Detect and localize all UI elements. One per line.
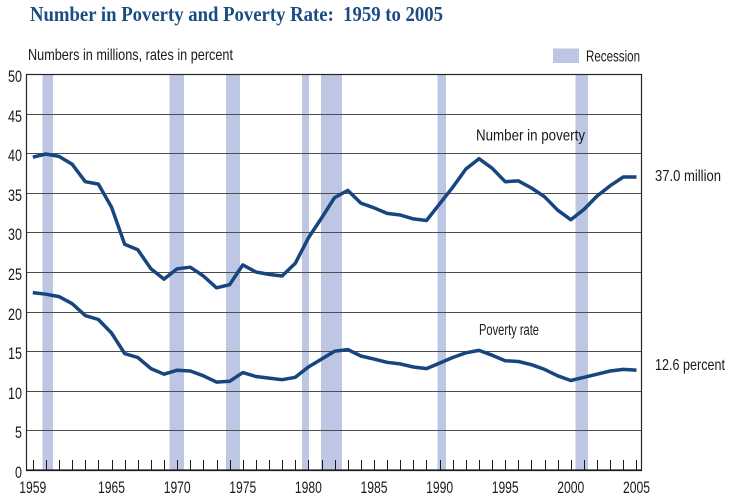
svg-text:20: 20 — [8, 306, 22, 324]
svg-text:Number in Poverty and Poverty: Number in Poverty and Poverty Rate: 1959… — [30, 2, 443, 26]
svg-text:35: 35 — [8, 187, 22, 205]
svg-text:30: 30 — [8, 226, 22, 244]
svg-text:40: 40 — [8, 147, 22, 165]
svg-text:Recession: Recession — [586, 49, 640, 66]
svg-text:37.0 million: 37.0 million — [655, 168, 721, 185]
svg-text:15: 15 — [8, 345, 22, 363]
svg-text:Poverty rate: Poverty rate — [479, 322, 539, 339]
svg-text:1990: 1990 — [426, 479, 453, 497]
svg-text:1959: 1959 — [19, 479, 46, 497]
svg-text:2005: 2005 — [623, 479, 650, 497]
svg-text:12.6 percent: 12.6 percent — [655, 357, 725, 374]
svg-text:2000: 2000 — [557, 479, 584, 497]
svg-text:10: 10 — [8, 385, 22, 403]
svg-text:0: 0 — [15, 464, 22, 482]
svg-text:1975: 1975 — [229, 479, 256, 497]
svg-text:1970: 1970 — [164, 479, 191, 497]
svg-text:1995: 1995 — [492, 479, 519, 497]
svg-text:Numbers in millions, rates in: Numbers in millions, rates in percent — [28, 47, 233, 64]
svg-text:25: 25 — [8, 266, 22, 284]
svg-text:1980: 1980 — [295, 479, 322, 497]
svg-text:1985: 1985 — [361, 479, 388, 497]
svg-text:50: 50 — [8, 68, 22, 86]
svg-text:45: 45 — [8, 108, 22, 126]
svg-text:5: 5 — [15, 424, 22, 442]
svg-text:Number in poverty: Number in poverty — [476, 128, 585, 145]
svg-text:1965: 1965 — [98, 479, 125, 497]
